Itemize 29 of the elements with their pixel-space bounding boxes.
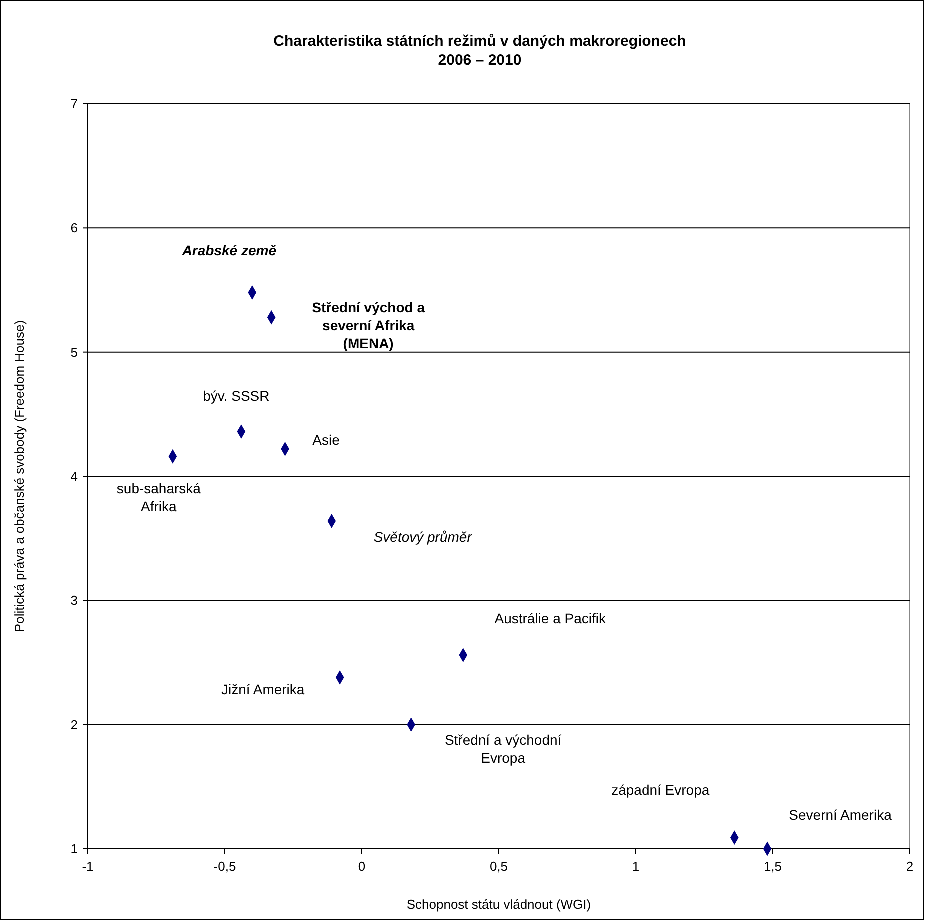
x-tick-label: 0,5 (490, 859, 508, 874)
series-label: Asie (312, 432, 340, 448)
text: západní Evropa (612, 782, 710, 798)
x-tick-label: 1 (632, 859, 640, 874)
text: sub-saharská Afrika (116, 480, 202, 515)
y-tick-label: 1 (70, 842, 78, 856)
chart-subtitle: 2006 – 2010 (438, 52, 522, 69)
x-axis-title: Schopnost státu vládnout (WGI) (406, 897, 592, 912)
text: Arabské země (181, 242, 277, 259)
x-tick-label: 1,5 (764, 859, 782, 874)
chart-title: Charakteristika státních režimů v daných makroregionech (274, 33, 686, 50)
x-tick-label: -0,5 (214, 859, 236, 874)
x-tick-label: 2 (906, 859, 914, 874)
y-tick-label: 4 (70, 469, 78, 484)
text: Střední a východní Evropa (444, 732, 562, 766)
x-tick-label: 0 (358, 859, 366, 874)
text: Světový průměr (374, 529, 474, 546)
x-tick-label: -1 (82, 859, 94, 874)
text: Jižní Amerika (221, 682, 305, 698)
y-axis-title: Politická práva a občanské svobody (Freedom House) (12, 320, 27, 633)
text: Austrálie a Pacifik (494, 610, 608, 626)
text: býv. SSSR (203, 388, 270, 404)
y-tick-label: 2 (70, 717, 78, 732)
text: Severní Amerika (789, 807, 892, 823)
y-tick-label: 3 (70, 593, 78, 608)
y-tick-label: 7 (70, 96, 78, 112)
y-tick-label: 5 (70, 344, 78, 360)
y-tick-label: 6 (70, 220, 78, 236)
text: Střední východ a severní Afrika (MENA) (312, 300, 426, 352)
